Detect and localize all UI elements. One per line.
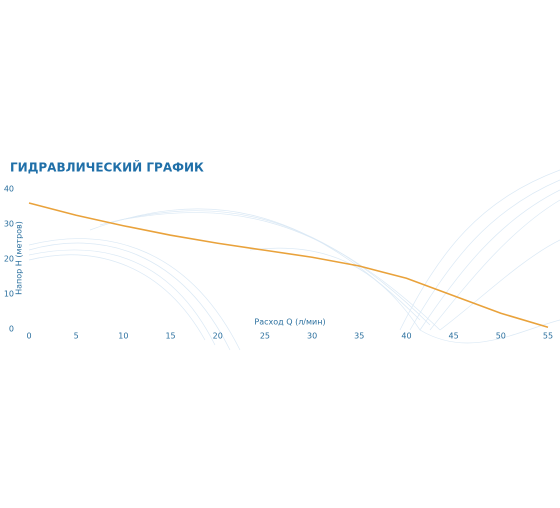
y-tick-label: 40 — [4, 185, 14, 194]
y-tick-label: 10 — [4, 290, 14, 299]
x-tick-label: 25 — [260, 332, 270, 341]
x-tick-label: 10 — [118, 332, 128, 341]
x-tick-label: 5 — [74, 332, 79, 341]
x-tick-label: 55 — [543, 332, 553, 341]
data-line — [28, 202, 549, 329]
y-axis-label: Напор H (метров) — [15, 221, 24, 295]
x-tick-label: 35 — [354, 332, 364, 341]
y-tick-label: 20 — [4, 255, 14, 264]
x-tick-label: 45 — [449, 332, 459, 341]
x-tick-label: 0 — [26, 332, 31, 341]
x-axis-label: Расход Q (л/мин) — [254, 318, 325, 327]
x-tick-label: 50 — [496, 332, 506, 341]
x-tick-label: 30 — [307, 332, 317, 341]
chart-title: ГИДРАВЛИЧЕСКИЙ ГРАФИК — [10, 160, 204, 175]
y-tick-label: 30 — [4, 220, 14, 229]
background-waves — [28, 169, 560, 351]
y-tick-label: 0 — [9, 325, 14, 334]
x-tick-label: 20 — [213, 332, 223, 341]
x-tick-label: 40 — [401, 332, 411, 341]
x-tick-label: 15 — [165, 332, 175, 341]
